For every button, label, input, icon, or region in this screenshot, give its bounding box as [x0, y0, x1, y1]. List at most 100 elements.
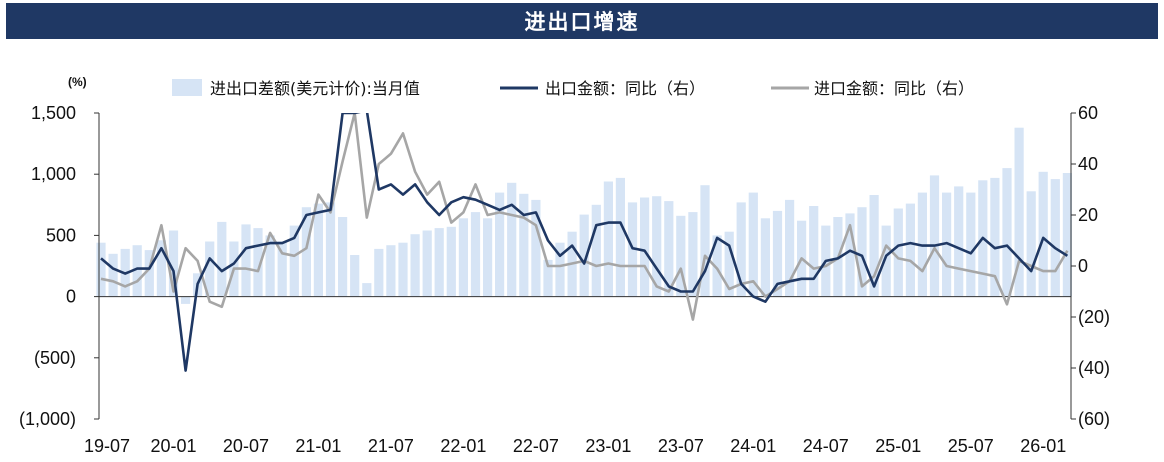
right-tick-label: 0	[1078, 256, 1088, 276]
x-tick-label: 23-01	[585, 436, 631, 456]
bar	[374, 248, 384, 297]
x-tick-label: 22-07	[513, 436, 559, 456]
bar	[688, 212, 698, 297]
bar	[241, 224, 251, 297]
right-tick-label: 20	[1078, 205, 1098, 225]
bar	[676, 215, 686, 297]
x-tick-label: 20-07	[223, 436, 269, 456]
bar	[217, 221, 227, 297]
bar	[338, 217, 348, 297]
bar	[881, 225, 891, 297]
legend-label-export: 出口金额：同比（右）	[545, 79, 705, 98]
bar	[1038, 171, 1048, 297]
legend: 进出口差额(美元计价):当月值 出口金额：同比（右） 进口金额：同比（右）	[172, 79, 974, 98]
bar	[531, 199, 541, 297]
legend-label-import: 进口金额：同比（右）	[814, 79, 974, 98]
bar	[591, 204, 601, 297]
right-tick-label: (40)	[1078, 358, 1110, 378]
bar	[507, 182, 517, 297]
bar	[181, 296, 191, 304]
bar	[144, 250, 154, 297]
right-tick-label: 40	[1078, 154, 1098, 174]
bar	[132, 245, 142, 297]
x-tick-label: 19-07	[84, 436, 130, 456]
bar	[990, 177, 1000, 297]
bar	[362, 283, 372, 297]
bar	[748, 192, 758, 297]
x-tick-label: 24-07	[803, 436, 849, 456]
bar	[1026, 191, 1036, 297]
chart-title: 进出口增速	[524, 10, 640, 34]
bar	[446, 226, 456, 297]
bar	[640, 197, 650, 297]
left-tick-label: 1,500	[31, 103, 76, 123]
bar-series	[96, 127, 1072, 304]
x-tick-label: 22-01	[440, 436, 486, 456]
bar	[845, 213, 855, 297]
bar	[700, 185, 710, 297]
left-tick-label: 0	[66, 287, 76, 307]
bar	[893, 208, 903, 297]
bar	[458, 218, 468, 297]
bar	[108, 253, 118, 297]
bar	[555, 242, 565, 297]
bar	[483, 218, 493, 297]
bar	[652, 196, 662, 297]
x-tick-label: 21-01	[295, 436, 341, 456]
bar	[809, 206, 819, 297]
bar	[543, 259, 553, 297]
bar	[772, 210, 783, 297]
bar	[712, 235, 722, 297]
bar	[156, 240, 166, 297]
right-tick-label: 60	[1078, 103, 1098, 123]
bar	[869, 195, 879, 297]
x-tick-label: 26-01	[1020, 436, 1066, 456]
bar	[664, 201, 674, 297]
x-tick-label: 25-01	[875, 436, 921, 456]
bar	[954, 186, 964, 297]
bar	[325, 202, 336, 297]
bar	[96, 242, 106, 297]
bar	[942, 192, 952, 297]
bar	[603, 181, 613, 297]
bar	[301, 207, 311, 297]
bar	[785, 199, 795, 297]
left-unit-label: (%)	[68, 75, 87, 89]
left-tick-label: 500	[46, 225, 76, 245]
x-tick-label: 20-01	[150, 436, 196, 456]
bar	[422, 230, 432, 297]
bar	[929, 175, 940, 297]
bar	[410, 234, 420, 297]
x-tick-label: 21-07	[368, 436, 414, 456]
bar	[1062, 173, 1072, 297]
right-tick-label: (20)	[1078, 307, 1110, 327]
legend-label-trade-balance: 进出口差额(美元计价):当月值	[210, 79, 420, 98]
bar	[519, 193, 529, 297]
bar	[386, 245, 396, 297]
bar	[905, 203, 915, 297]
bar	[265, 235, 275, 297]
bar	[736, 202, 746, 297]
bar	[760, 218, 770, 297]
bar	[724, 231, 734, 297]
title-bar: 进出口增速	[6, 3, 1158, 39]
bar	[615, 177, 625, 297]
bar	[313, 203, 323, 297]
bar	[495, 192, 505, 297]
x-tick-label: 23-07	[658, 436, 704, 456]
bar	[168, 230, 179, 297]
bar	[1002, 168, 1012, 297]
bar	[1050, 179, 1060, 297]
x-tick-label: 24-01	[730, 436, 776, 456]
left-tick-label: 1,000	[31, 164, 76, 184]
bar	[966, 192, 976, 297]
bar	[434, 228, 444, 297]
bar	[289, 225, 299, 297]
export-yoy-line	[100, 113, 1069, 372]
bar	[398, 242, 408, 297]
bar	[350, 255, 360, 297]
right-tick-label: (60)	[1078, 409, 1110, 429]
bar	[857, 207, 867, 297]
bar	[579, 214, 589, 297]
